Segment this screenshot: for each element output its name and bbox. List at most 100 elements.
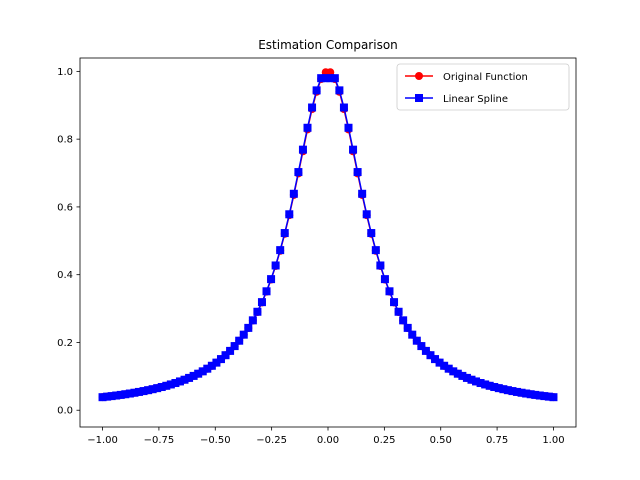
data-point — [253, 307, 262, 316]
x-tick-label: −1.00 — [87, 435, 118, 446]
data-point — [198, 367, 207, 376]
data-point — [107, 392, 116, 401]
data-point — [462, 373, 471, 382]
data-point — [467, 375, 476, 384]
data-point — [298, 145, 307, 154]
data-point — [230, 342, 239, 351]
x-tick-label: 0.25 — [373, 435, 395, 446]
data-point — [175, 377, 184, 386]
data-point — [358, 189, 367, 198]
data-point — [125, 389, 134, 398]
data-point — [426, 351, 435, 360]
data-point — [458, 371, 467, 380]
data-point — [294, 168, 303, 177]
data-point — [371, 246, 380, 255]
data-point — [321, 74, 330, 83]
data-point — [203, 364, 212, 373]
data-point — [280, 229, 289, 238]
data-point — [453, 369, 462, 378]
data-point — [207, 361, 216, 370]
data-point — [271, 261, 280, 270]
y-tick-label: 0.0 — [57, 406, 73, 417]
data-point — [362, 210, 371, 219]
data-point — [130, 388, 139, 397]
data-point — [522, 389, 531, 398]
data-point — [549, 393, 558, 402]
data-point — [444, 364, 453, 373]
data-point — [308, 103, 317, 112]
legend-marker — [415, 72, 423, 80]
data-point — [385, 287, 394, 296]
data-point — [267, 275, 276, 284]
data-point — [503, 386, 512, 395]
data-point — [226, 346, 235, 355]
x-tick-label: −0.25 — [256, 435, 287, 446]
data-point — [449, 367, 458, 376]
data-point — [148, 385, 157, 394]
data-point — [330, 74, 339, 83]
data-point — [171, 379, 180, 388]
data-point — [394, 307, 403, 316]
data-point — [317, 74, 326, 83]
data-point — [276, 246, 285, 255]
data-point — [235, 336, 244, 345]
data-point — [540, 392, 549, 401]
data-point — [221, 351, 230, 360]
data-point — [494, 384, 503, 393]
x-tick-label: 0.00 — [317, 435, 339, 446]
data-point — [312, 86, 321, 95]
data-point — [353, 168, 362, 177]
data-point — [531, 390, 540, 399]
y-tick-label: 0.2 — [57, 338, 73, 349]
data-point — [166, 380, 175, 389]
data-point — [367, 229, 376, 238]
data-point — [435, 358, 444, 367]
data-point — [408, 330, 417, 339]
x-tick-label: 1.00 — [542, 435, 564, 446]
data-point — [417, 342, 426, 351]
data-point — [544, 392, 553, 401]
data-point — [339, 103, 348, 112]
data-point — [153, 384, 162, 393]
axes-layer: −1.00 −0.75 −0.50 −0.25 0.00 0.25 0.50 0.75 1.00… — [57, 57, 577, 446]
data-point — [431, 355, 440, 364]
data-point — [403, 323, 412, 332]
data-point — [144, 386, 153, 395]
data-point — [244, 323, 253, 332]
data-point — [513, 387, 522, 396]
data-point — [335, 86, 344, 95]
data-point — [262, 287, 271, 296]
x-tick-label: 0.50 — [430, 435, 452, 446]
data-point — [189, 371, 198, 380]
data-point — [490, 383, 499, 392]
data-point — [412, 336, 421, 345]
data-point — [248, 316, 257, 325]
legend-item: Linear Spline — [405, 94, 508, 105]
data-point — [185, 373, 194, 382]
data-point — [349, 145, 358, 154]
data-point — [239, 330, 248, 339]
y-tick-label: 0.8 — [57, 135, 73, 146]
legend-item: Original Function — [405, 72, 528, 83]
x-tick-label: −0.50 — [200, 435, 231, 446]
legend: Original Function Linear Spline — [396, 63, 570, 111]
data-point — [508, 387, 517, 396]
data-point — [517, 388, 526, 397]
data-point — [285, 210, 294, 219]
data-point — [440, 361, 449, 370]
data-point — [399, 316, 408, 325]
data-point — [180, 375, 189, 384]
data-point — [139, 387, 148, 396]
data-point — [257, 298, 266, 307]
chart-title: Estimation Comparison — [258, 38, 398, 52]
data-point — [390, 298, 399, 307]
data-point — [344, 123, 353, 132]
legend-label: Linear Spline — [443, 94, 508, 105]
data-point — [157, 383, 166, 392]
data-point — [499, 385, 508, 394]
series-linear-spline — [98, 74, 558, 402]
x-tick-label: −0.75 — [144, 435, 175, 446]
y-tick-label: 0.4 — [57, 270, 73, 281]
data-point — [103, 392, 112, 401]
data-point — [216, 355, 225, 364]
